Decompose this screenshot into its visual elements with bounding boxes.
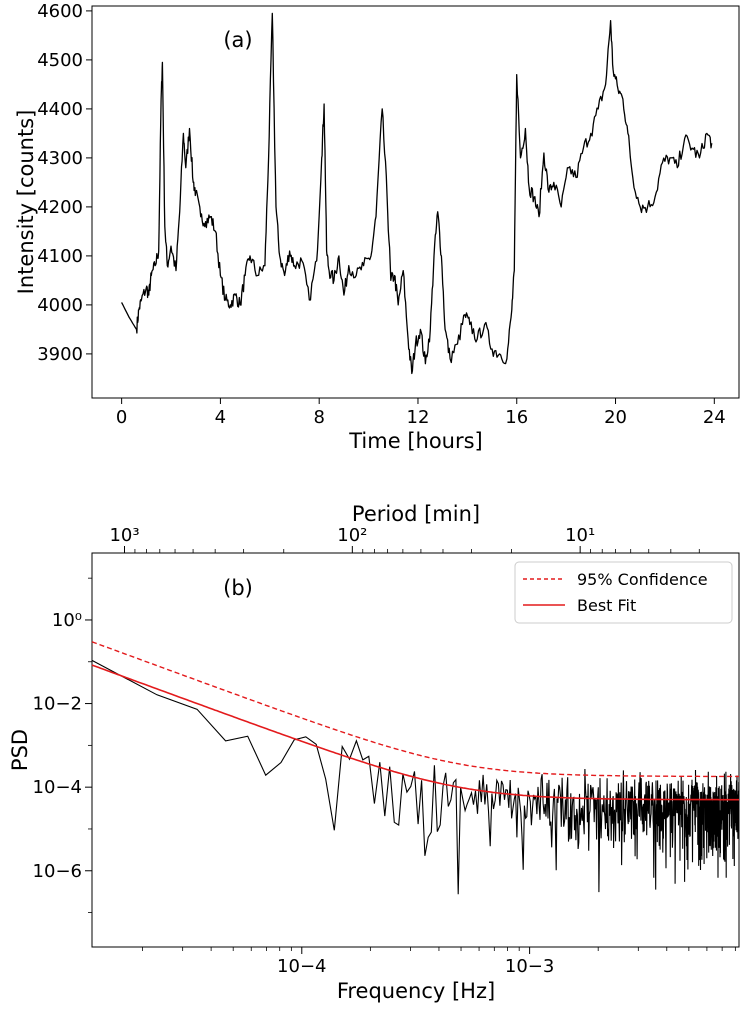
panel-a-label: (a) <box>223 28 252 52</box>
x-tick-label: 8 <box>313 407 324 428</box>
legend-box <box>514 561 733 624</box>
y-tick-label: 10−2 <box>33 694 82 715</box>
x-tick-label: 20 <box>604 407 627 428</box>
panel-b-label: (b) <box>223 576 253 600</box>
panel-b-top-ticks: 10³ 10² 10¹ <box>109 525 700 553</box>
top-tick-label: 10² <box>337 525 367 546</box>
top-tick-label: 10³ <box>109 525 139 546</box>
panel-b-x-ticks: 10−4 10−3 <box>142 947 736 977</box>
y-tick-label: 4500 <box>37 50 83 71</box>
y-tick-label: 4400 <box>37 99 83 120</box>
panel-a-x-ticks: 0 4 8 12 16 20 24 <box>116 398 726 428</box>
panel-a-x-axis-label: Time [hours] <box>348 429 483 453</box>
x-tick-label: 16 <box>505 407 528 428</box>
x-tick-label: 4 <box>215 407 226 428</box>
panel-a-y-ticks: 3900 4000 4100 4200 4300 4400 4500 4600 <box>37 1 92 365</box>
legend-label-confidence: 95% Confidence <box>577 570 708 589</box>
x-tick-label: 24 <box>703 407 726 428</box>
psd-line <box>91 659 740 895</box>
y-tick-label: 4300 <box>37 148 83 169</box>
confidence-line <box>91 641 739 778</box>
x-tick-label: 10−3 <box>505 956 554 977</box>
panel-b: 10−4 10−3 10−6 10−4 10−2 10⁰ 10³ 10² 10¹ (b) F… <box>8 502 740 1003</box>
y-tick-label: 3900 <box>37 344 83 365</box>
panel-b-plot-area <box>91 641 740 895</box>
y-tick-label: 10−4 <box>33 777 82 798</box>
panel-b-x-axis-label: Frequency [Hz] <box>337 979 495 1003</box>
legend-label-best-fit: Best Fit <box>577 596 636 615</box>
top-tick-label: 10¹ <box>565 525 595 546</box>
panel-b-y-axis-label: PSD <box>8 729 32 771</box>
y-tick-label: 4200 <box>37 197 83 218</box>
x-tick-label: 10−4 <box>277 956 326 977</box>
x-tick-label: 12 <box>407 407 430 428</box>
y-tick-label: 10⁰ <box>52 610 82 631</box>
y-tick-label: 4100 <box>37 246 83 267</box>
intensity-line <box>121 12 713 375</box>
panel-b-frame <box>91 552 740 948</box>
panel-a-frame <box>91 5 740 399</box>
panel-b-top-axis-label: Period [min] <box>352 502 480 526</box>
y-tick-label: 4000 <box>37 295 83 316</box>
panel-b-y-ticks: 10−6 10−4 10−2 10⁰ <box>33 577 92 913</box>
best-fit-line <box>91 664 739 801</box>
panel-a-y-axis-label: Intensity [counts] <box>14 110 38 295</box>
legend: 95% Confidence Best Fit <box>514 561 733 624</box>
panel-a-plot-area <box>121 12 713 375</box>
y-tick-label: 4600 <box>37 1 83 22</box>
panel-a: 0 4 8 12 16 20 24 3900 4000 4100 4200 4300 4400 4500… <box>14 1 740 453</box>
x-tick-label: 0 <box>116 407 127 428</box>
y-tick-label: 10−6 <box>33 861 82 882</box>
